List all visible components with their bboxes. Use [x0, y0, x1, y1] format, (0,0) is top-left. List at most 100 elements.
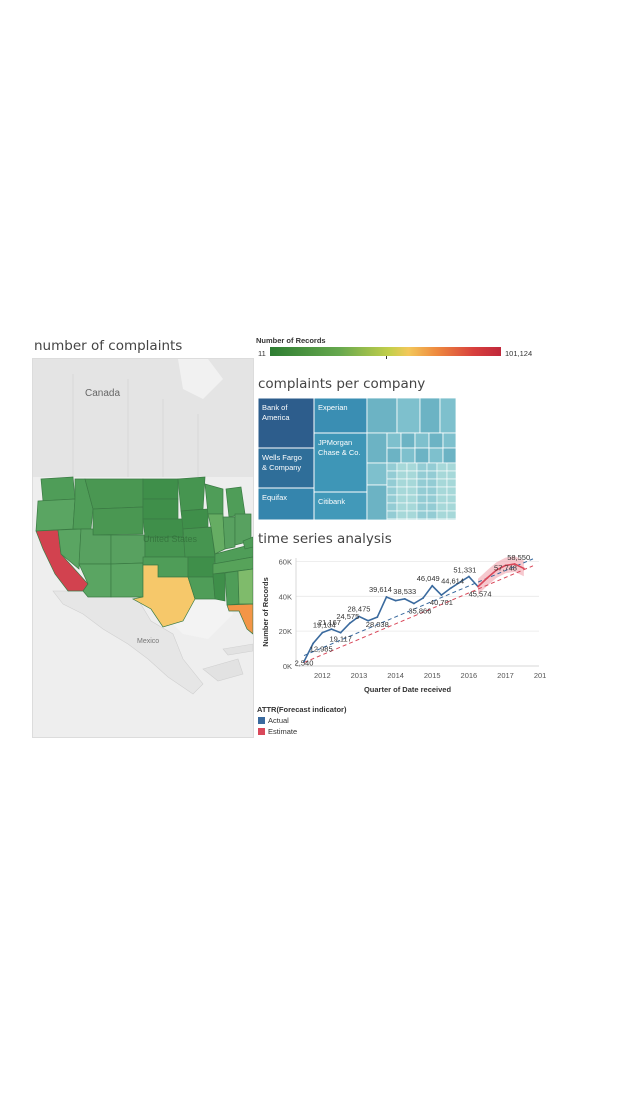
series-point[interactable] — [330, 628, 333, 631]
state-nm[interactable] — [110, 562, 144, 598]
state-mt[interactable] — [84, 478, 144, 510]
series-point[interactable] — [348, 622, 351, 625]
state-wv[interactable] — [242, 536, 253, 550]
treemap-cell[interactable]: Equifax — [258, 487, 315, 520]
treemap-other-tile[interactable] — [396, 486, 408, 496]
state-wy[interactable] — [92, 506, 144, 536]
treemap-other-tile[interactable] — [386, 518, 398, 520]
treemap-other-tile[interactable] — [436, 462, 448, 472]
state-ar[interactable] — [187, 556, 216, 578]
treemap-other-tile[interactable] — [400, 432, 416, 449]
treemap-other-tile[interactable] — [386, 470, 398, 480]
series-point[interactable] — [504, 564, 507, 567]
treemap-other-tile[interactable] — [414, 447, 430, 464]
treemap-other-tile[interactable] — [446, 462, 456, 472]
treemap-other-tile[interactable] — [436, 470, 448, 480]
state-mn[interactable] — [177, 476, 206, 512]
choropleth-map[interactable]: Canada United States Mexico — [32, 358, 254, 738]
series-point[interactable] — [467, 575, 470, 578]
treemap-other-tile[interactable] — [366, 432, 388, 464]
state-co[interactable] — [110, 534, 146, 565]
state-mi[interactable] — [225, 486, 246, 518]
treemap-other-tile[interactable] — [386, 432, 402, 449]
series-point[interactable] — [458, 581, 461, 584]
timeseries-chart[interactable]: 0K 20K 40K 60K 2012 2013 2014 2015 2016 2017 2018 Q… — [256, 548, 546, 700]
treemap-other-tile[interactable] — [442, 447, 456, 464]
treemap-other-tile[interactable] — [386, 478, 398, 488]
treemap-other-tile[interactable] — [426, 470, 438, 480]
series-point[interactable] — [303, 660, 305, 663]
treemap-other-tile[interactable] — [446, 502, 456, 512]
treemap-cell[interactable]: Wells Fargo & Company — [258, 447, 315, 489]
treemap-other-tile[interactable] — [386, 494, 398, 504]
state-ia[interactable] — [180, 508, 209, 530]
treemap-other-tile[interactable] — [406, 494, 418, 504]
treemap-other-tile[interactable] — [416, 486, 428, 496]
treemap-other-tile[interactable] — [396, 398, 421, 434]
treemap-other-tile[interactable] — [446, 470, 456, 480]
series-point[interactable] — [522, 567, 525, 570]
treemap-other-tile[interactable] — [446, 478, 456, 488]
series-point[interactable] — [367, 619, 370, 622]
treemap-other-tile[interactable] — [446, 494, 456, 504]
series-point[interactable] — [449, 587, 452, 590]
treemap-other-tile[interactable] — [428, 432, 444, 449]
treemap-other-tile[interactable] — [436, 478, 448, 488]
treemap-other-tile[interactable] — [442, 432, 456, 449]
treemap-other-tile[interactable] — [366, 462, 388, 486]
treemap-other-tile[interactable] — [416, 494, 428, 504]
series-point[interactable] — [440, 594, 443, 597]
treemap-other-tile[interactable] — [439, 398, 456, 434]
series-point[interactable] — [495, 569, 498, 572]
state-al[interactable] — [224, 570, 240, 606]
series-point[interactable] — [486, 577, 489, 579]
treemap-other-tile[interactable] — [426, 502, 438, 512]
series-point[interactable] — [403, 597, 406, 600]
treemap-other-tile[interactable] — [416, 510, 428, 520]
series-point[interactable] — [394, 599, 397, 602]
series-point[interactable] — [422, 597, 424, 599]
treemap-other-tile[interactable] — [396, 494, 408, 504]
treemap-other-tile[interactable] — [396, 518, 408, 520]
treemap-other-tile[interactable] — [428, 447, 444, 464]
treemap-other-tile[interactable] — [436, 518, 448, 520]
treemap-other-tile[interactable] — [366, 398, 398, 434]
treemap-other-tile[interactable] — [416, 518, 428, 520]
series-point[interactable] — [477, 585, 479, 588]
treemap-other-tile[interactable] — [386, 447, 402, 464]
treemap-cell[interactable]: Citibank — [313, 491, 368, 520]
treemap-other-tile[interactable] — [426, 462, 438, 472]
treemap-cell[interactable]: Bank of America — [258, 398, 315, 449]
treemap-other-tile[interactable] — [400, 447, 416, 464]
state-wi[interactable] — [204, 483, 224, 515]
treemap-other-tile[interactable] — [436, 494, 448, 504]
treemap-other-tile[interactable] — [416, 478, 428, 488]
treemap-other-tile[interactable] — [414, 432, 430, 449]
series-point[interactable] — [358, 615, 360, 618]
series-point[interactable] — [385, 596, 388, 598]
treemap-other-tile[interactable] — [396, 502, 408, 512]
treemap-other-tile[interactable] — [436, 486, 448, 496]
series-line-actual[interactable] — [303, 575, 479, 662]
treemap-other-tile[interactable] — [436, 502, 448, 512]
treemap-cell[interactable]: Experian — [313, 398, 368, 434]
state-or[interactable] — [35, 498, 76, 532]
state-fl[interactable] — [226, 603, 253, 635]
state-il[interactable] — [207, 513, 226, 555]
treemap-other-tile[interactable] — [386, 462, 398, 472]
treemap-other-tile[interactable] — [396, 462, 408, 472]
treemap-other-tile[interactable] — [446, 518, 456, 520]
series-point[interactable] — [339, 631, 342, 634]
treemap-other-tile[interactable] — [426, 510, 438, 520]
state-nd[interactable] — [142, 478, 179, 500]
treemap-other-tile[interactable] — [406, 462, 418, 472]
state-wa[interactable] — [40, 476, 76, 502]
treemap-other-tile[interactable] — [396, 510, 408, 520]
series-point[interactable] — [513, 563, 516, 565]
series-point[interactable] — [312, 642, 315, 645]
treemap-other-tile[interactable] — [396, 478, 408, 488]
series-line-estimate[interactable] — [477, 563, 525, 588]
series-point[interactable] — [321, 631, 324, 634]
state-ms[interactable] — [212, 572, 226, 602]
treemap-other-tile[interactable] — [446, 486, 456, 496]
